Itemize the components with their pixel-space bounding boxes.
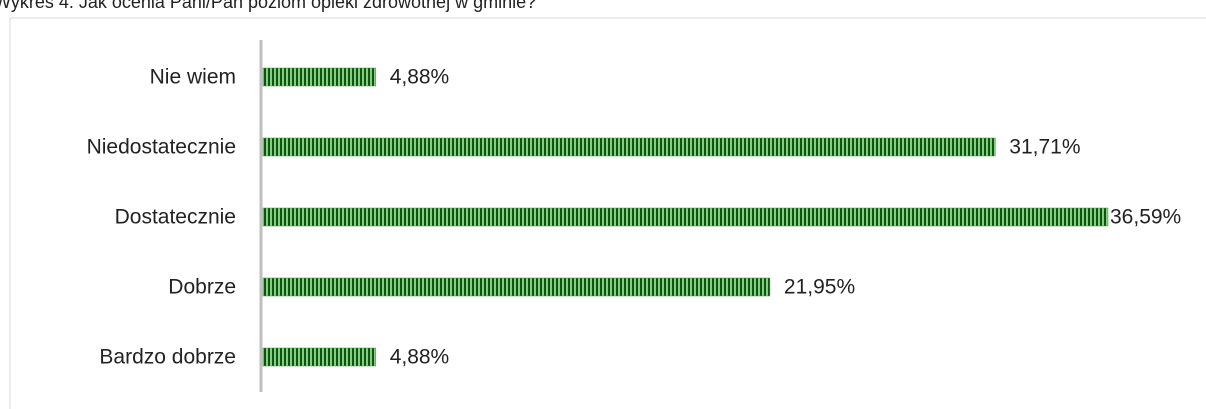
bar	[262, 277, 771, 297]
category-label: Dostatecznie	[115, 206, 236, 229]
bar	[262, 137, 996, 157]
category-label: Dobrze	[168, 276, 236, 299]
bar	[262, 347, 376, 367]
value-label: 36,59%	[1110, 206, 1181, 229]
category-label: Bardzo dobrze	[99, 346, 236, 369]
bar	[262, 67, 376, 87]
chart-title: Wykres 4. Jak ocenia Pani/Pan poziom opi…	[0, 0, 536, 12]
category-label: Nie wiem	[150, 66, 236, 89]
value-label: 4,88%	[390, 346, 450, 369]
value-label: 31,71%	[1009, 136, 1080, 159]
category-label: Niedostatecznie	[87, 136, 236, 159]
value-label: 4,88%	[390, 66, 450, 89]
plot-frame	[9, 17, 1206, 409]
bar	[262, 207, 1109, 227]
value-label: 21,95%	[784, 276, 855, 299]
